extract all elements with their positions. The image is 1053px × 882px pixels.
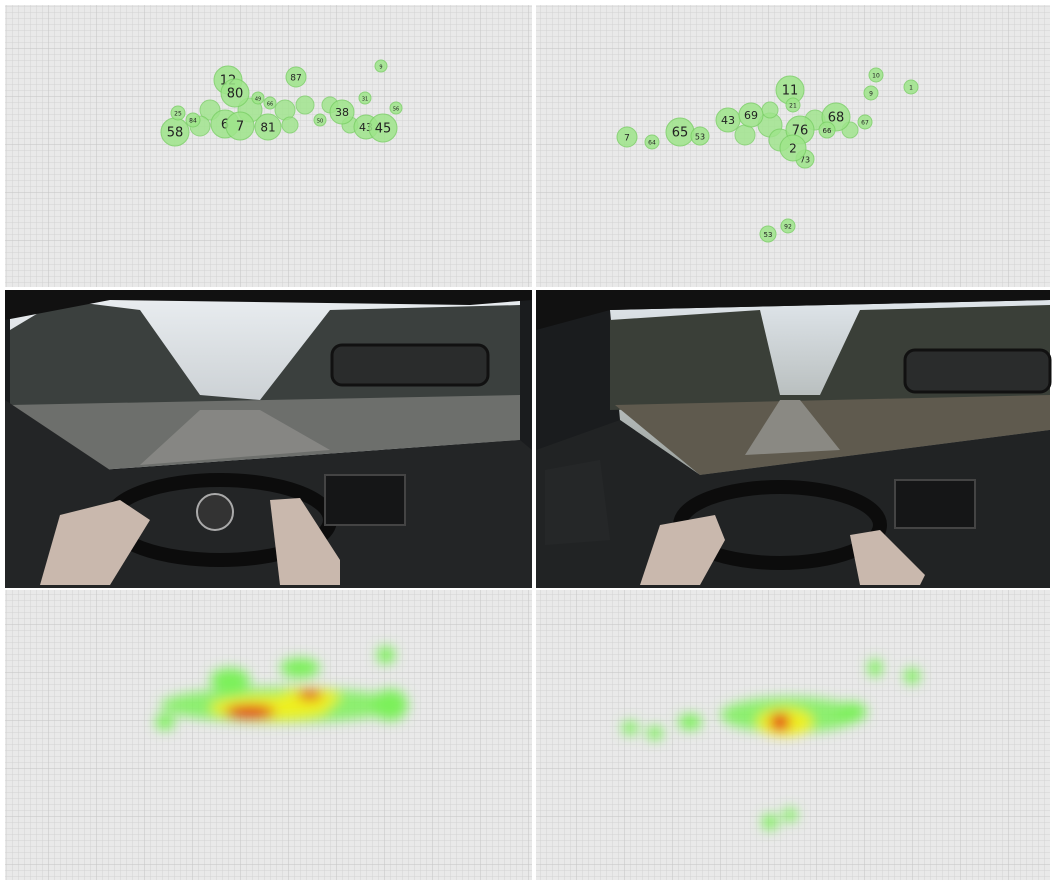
fixation-circle xyxy=(368,113,398,143)
fixation-circle xyxy=(759,225,777,243)
right-heatmap xyxy=(622,659,920,830)
fixation-blob xyxy=(761,101,779,119)
fixation-circle xyxy=(644,134,660,150)
fixation-label: 11 xyxy=(782,84,799,99)
fixation-circle xyxy=(738,102,764,128)
fixation-label: 76 xyxy=(792,124,809,139)
fixation-circle xyxy=(780,218,796,234)
panel-backgrounds xyxy=(5,5,1050,880)
fixation-label: 53 xyxy=(764,231,773,239)
fixation-circle xyxy=(818,121,836,139)
fixation-label: 92 xyxy=(784,224,792,231)
fixation-label: 81 xyxy=(260,121,275,135)
fixation-label: 7 xyxy=(236,120,244,135)
fixation-label: 25 xyxy=(174,111,182,118)
fixation-label: 2 xyxy=(789,142,797,156)
fixation-circle xyxy=(263,96,277,110)
fixation-label: 31 xyxy=(362,97,368,103)
fixation-blob xyxy=(734,124,756,146)
fixation-label: 43 xyxy=(721,114,735,127)
fixation-circle xyxy=(358,91,372,105)
fixation-blob xyxy=(295,95,315,115)
fixation-label: 65 xyxy=(672,126,689,141)
fixation-circle xyxy=(313,113,327,127)
fixation-circle xyxy=(616,126,638,148)
fixation-circle xyxy=(220,78,250,108)
fixation-label: 45 xyxy=(375,122,392,137)
fixations: 1280879586781384345258449665056311110917… xyxy=(160,59,919,243)
fixation-circle xyxy=(857,114,873,130)
fixation-label: 64 xyxy=(648,140,656,147)
fixation-circle xyxy=(389,101,403,115)
fixation-circle xyxy=(785,97,801,113)
fixation-label: 9 xyxy=(869,91,873,98)
fixation-label: 67 xyxy=(861,120,869,127)
fixation-circle xyxy=(251,91,265,105)
fixation-circle xyxy=(185,112,201,128)
fixation-circle xyxy=(225,111,255,141)
fixation-label: 56 xyxy=(393,107,399,113)
right-photo xyxy=(536,290,1052,588)
fixation-label: 58 xyxy=(167,126,184,141)
fixation-circle xyxy=(285,66,307,88)
fixation-label: 66 xyxy=(823,127,832,135)
fixation-label: 50 xyxy=(317,119,323,125)
fixation-circle xyxy=(868,67,884,83)
fixation-label: 53 xyxy=(695,133,705,142)
fixation-label: 49 xyxy=(255,97,261,103)
fixation-circle xyxy=(779,134,807,162)
fixation-circle xyxy=(254,113,282,141)
fixation-label: 21 xyxy=(789,103,797,110)
fixation-label: 66 xyxy=(267,102,273,108)
left-photo xyxy=(5,290,532,588)
fixation-circle xyxy=(903,79,919,95)
left-heatmap xyxy=(155,646,408,730)
fixation-label: 73 xyxy=(800,156,810,165)
fixation-circle xyxy=(374,59,388,73)
fixation-circle xyxy=(170,105,186,121)
fixation-label: 7 xyxy=(624,134,630,144)
fixation-label: 87 xyxy=(290,74,301,84)
fixation-circle xyxy=(690,126,710,146)
fixation-label: 38 xyxy=(335,106,349,119)
fixation-circle xyxy=(329,99,355,125)
fixation-label: 80 xyxy=(227,87,244,102)
fixation-blob xyxy=(281,116,299,134)
fixation-label: 68 xyxy=(828,111,845,126)
fixation-label: 6 xyxy=(221,118,229,133)
fixation-label: 69 xyxy=(744,109,758,122)
fixation-label: 1 xyxy=(909,85,913,92)
fixation-label: 10 xyxy=(872,73,880,80)
fixation-label: 84 xyxy=(189,118,197,125)
fixation-circle xyxy=(863,85,879,101)
fixation-label: 9 xyxy=(379,65,382,71)
